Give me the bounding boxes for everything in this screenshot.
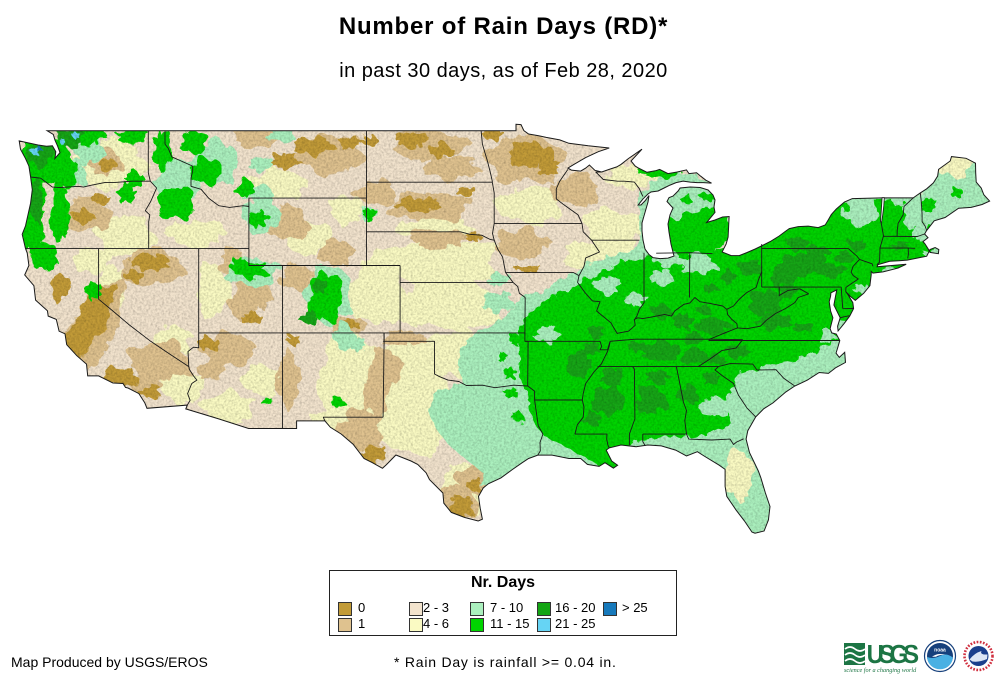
svg-text:science for a changing world: science for a changing world <box>844 667 917 674</box>
svg-text:noaa: noaa <box>934 648 946 654</box>
svg-text:USGS: USGS <box>867 640 919 669</box>
